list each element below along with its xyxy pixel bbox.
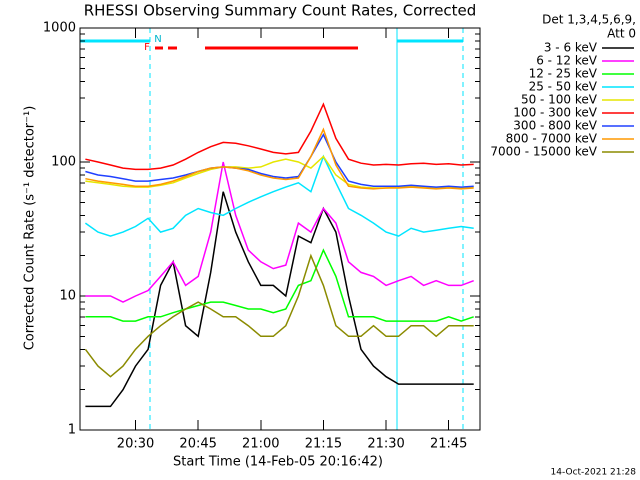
legend-title: Att 0 [607,27,636,41]
legend-label: 100 - 300 keV [513,106,597,120]
y-axis-label: Corrected Count Rate (s⁻¹ detector⁻¹) [23,106,38,351]
series-line [85,155,474,189]
series-line [85,161,474,303]
x-tick-label: 21:30 [367,437,404,452]
plot-frame [79,27,481,431]
flare-flag: F [144,42,150,53]
series-group [84,102,474,408]
x-tick-label: 21:15 [305,437,342,452]
legend-title: Det 1,3,4,5,6,9, [542,13,636,27]
x-tick-label: 21:00 [242,437,279,452]
legend-label: 25 - 50 keV [529,80,598,94]
chart-title: RHESSI Observing Summary Count Rates, Co… [84,2,477,20]
series-line [84,154,474,237]
series-line [85,248,474,322]
y-tick-label: 10 [59,289,76,304]
legend-label: 50 - 100 keV [521,93,598,107]
x-axis-label: Start Time (14-Feb-05 20:16:42) [173,455,383,470]
series-line [85,127,474,190]
x-tick-label: 20:30 [117,437,154,452]
series-line [85,102,474,171]
series-line [85,191,474,408]
legend-label: 6 - 12 keV [536,54,598,68]
footer: 14-Oct-2021 21:28 [551,468,637,478]
legend-label: 3 - 6 keV [544,41,598,55]
y-tick-label: 100 [51,155,76,170]
series-line [85,132,474,188]
legend-label: 300 - 800 keV [513,119,597,133]
y-tick-label: 1000 [43,21,76,36]
x-tick-label: 20:45 [179,437,216,452]
legend-label: 12 - 25 keV [529,67,598,81]
legend-label: 7000 - 15000 keV [490,145,597,159]
y-tick-label: 1 [68,423,76,438]
x-tick-label: 21:45 [430,437,467,452]
series-line [84,253,474,378]
night-flag: N [154,34,161,45]
orbit-markers: F N [80,28,464,430]
legend-label: 800 - 7000 keV [506,132,598,146]
